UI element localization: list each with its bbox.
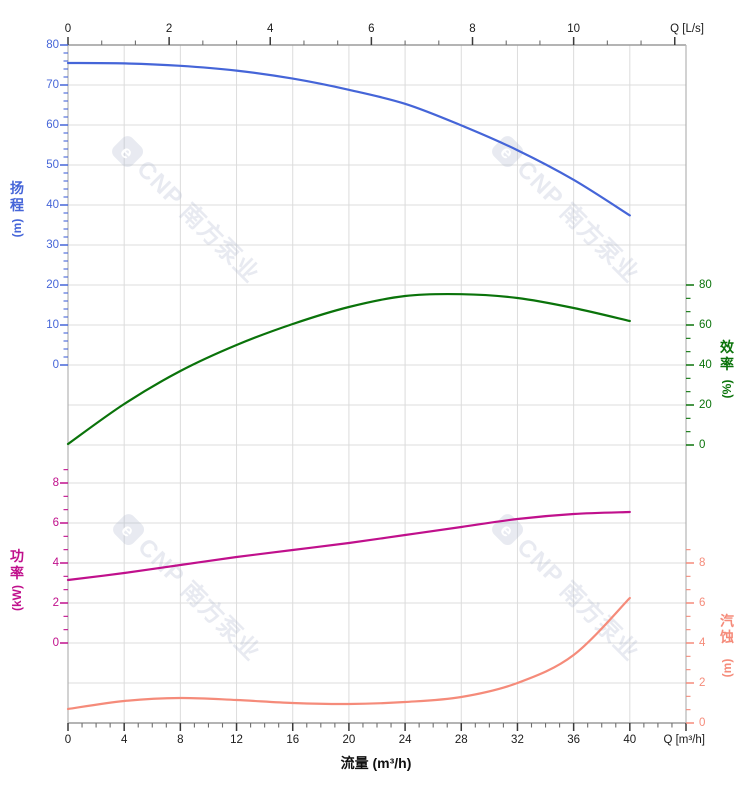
top-axis-tick-label: 6 (368, 23, 374, 35)
top-axis-tick-label: 2 (166, 23, 172, 35)
top-axis-tick-label: 8 (469, 23, 475, 35)
npsh-axis-title: 汽蚀 (m) (719, 613, 734, 677)
efficiency-axis-tick-label: 0 (699, 439, 705, 451)
head-axis-tick-label: 30 (46, 239, 59, 251)
curve-layer (66, 61, 631, 711)
efficiency-axis-tick-label: 40 (699, 359, 712, 371)
head-axis-tick-label: 60 (46, 119, 59, 131)
npsh-axis-title-char: 蚀 (719, 629, 734, 645)
top-axis-unit-label: Q [L/s] (670, 23, 704, 35)
npsh-axis-unit: (m) (720, 659, 734, 678)
efficiency-axis-tick-label: 80 (699, 279, 712, 291)
bottom-axis-tick-label: 0 (65, 734, 71, 746)
watermark-text: CNP 南方泵业 (131, 155, 265, 289)
power-axis-tick-label: 4 (53, 557, 60, 569)
efficiency-curve (66, 292, 631, 446)
efficiency-axis-tick-label: 20 (699, 399, 712, 411)
power-axis-tick-label: 6 (53, 517, 59, 529)
power-axis-tick-label: 0 (53, 637, 59, 649)
head-axis-tick-label: 70 (46, 79, 59, 91)
head-axis-unit: (m) (10, 219, 24, 238)
efficiency-axis-title-char: 效 (720, 339, 735, 355)
head-axis-tick-label: 50 (46, 159, 59, 171)
head-axis-title: 扬程 (m) (10, 180, 24, 237)
watermark-logo-icon (112, 136, 144, 168)
bottom-axis-tick-label: 32 (511, 734, 524, 746)
bottom-axis-tick-label: 8 (177, 734, 183, 746)
npsh-axis-tick-label: 0 (699, 717, 705, 729)
npsh-axis-tick-label: 8 (699, 557, 705, 569)
watermark-text: CNP 南方泵业 (511, 533, 645, 667)
head-axis-tick-label: 10 (46, 319, 59, 331)
flow-axis-title: 流量 (m³/h) (341, 755, 412, 771)
bottom-axis-tick-label: 36 (567, 734, 580, 746)
head-axis-tick-label: 40 (46, 199, 59, 211)
head-axis-tick-label: 0 (53, 359, 59, 371)
bottom-axis-tick-label: 16 (286, 734, 299, 746)
power-axis-unit: (kW) (10, 585, 24, 611)
power-axis-title: 功率 (kW) (10, 548, 24, 611)
static-label-layer: Q [L/s] Q [m³/h] 流量 (m³/h) (341, 23, 705, 771)
npsh-axis-tick-label: 2 (699, 677, 705, 689)
power-curve (66, 510, 631, 582)
axes-layer: 0 2 4 6 8 100 4 8 12 16 20 24 28 32 36 4001020304050607… (10, 23, 735, 746)
watermark-text: CNP 南方泵业 (511, 155, 645, 289)
npsh-curve (66, 596, 631, 711)
npsh-axis-tick-label: 6 (699, 597, 705, 609)
bottom-axis-tick-label: 28 (455, 734, 468, 746)
efficiency-axis-title: 效率 (%) (720, 339, 735, 398)
head-axis-tick-label: 80 (46, 39, 59, 51)
bottom-axis-tick-label: 24 (399, 734, 412, 746)
efficiency-axis-tick-label: 60 (699, 319, 712, 331)
head-axis-title-char: 程 (10, 197, 24, 213)
bottom-axis-tick-label: 40 (623, 734, 636, 746)
power-axis-tick-label: 8 (53, 477, 59, 489)
npsh-axis-tick-label: 4 (699, 637, 706, 649)
top-axis-tick-label: 10 (567, 23, 580, 35)
bottom-axis-tick-label: 4 (121, 734, 128, 746)
bottom-axis-unit-label: Q [m³/h] (663, 734, 705, 746)
efficiency-axis-unit: (%) (720, 380, 734, 399)
top-axis-tick-label: 4 (267, 23, 274, 35)
head-curve (66, 61, 631, 217)
power-axis-title-char: 功 (10, 548, 24, 564)
watermark-logo-icon (492, 136, 524, 168)
npsh-axis-title-char: 汽 (720, 613, 734, 629)
bottom-axis-tick-label: 12 (230, 734, 243, 746)
watermark-logo-icon (113, 514, 145, 546)
bottom-axis-tick-label: 20 (343, 734, 356, 746)
head-axis-tick-label: 20 (46, 279, 59, 291)
watermark-text: CNP 南方泵业 (132, 533, 266, 667)
power-axis-tick-label: 2 (53, 597, 59, 609)
power-axis-title-char: 率 (10, 565, 24, 581)
head-axis-title-char: 扬 (10, 180, 24, 196)
top-axis-tick-label: 0 (65, 23, 71, 35)
efficiency-axis-title-char: 率 (720, 356, 734, 372)
